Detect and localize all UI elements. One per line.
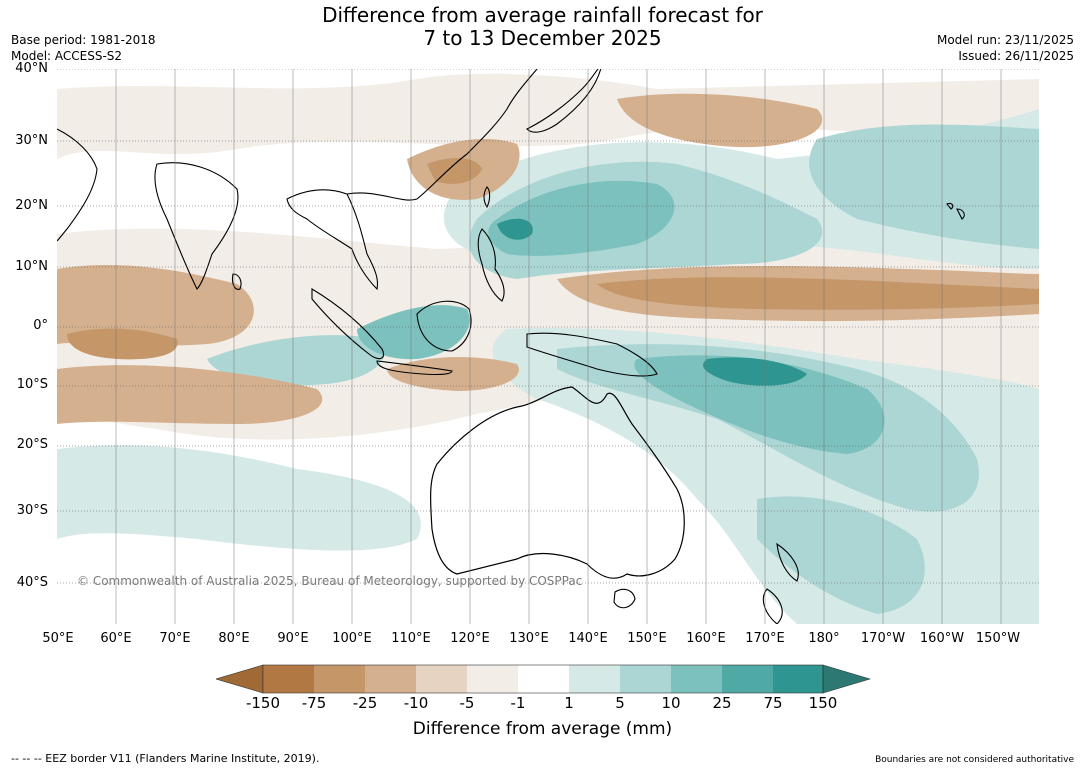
anomaly-region-max-wet-2	[703, 357, 807, 386]
colorbar-segment-8	[620, 665, 671, 693]
colorbar-tick-label: -1	[510, 694, 526, 712]
lon-label-60e: 60°E	[100, 631, 132, 646]
anomaly-region-dry-indian-ocean	[57, 264, 254, 346]
anomaly-region-strong-wet-philippine-sea	[488, 180, 675, 256]
anomaly-region-strong-dry-indian	[67, 328, 178, 360]
lat-label-30s: 30°S	[16, 503, 48, 518]
meridian-lines	[115, 69, 1002, 624]
lat-label-20s: 20°S	[16, 437, 48, 452]
lat-label-10s: 10°S	[16, 377, 48, 392]
anomaly-region-dry-north-pacific	[617, 93, 823, 148]
lon-label-140e: 140°E	[568, 631, 608, 646]
colorbar-segment-3	[365, 665, 416, 693]
anomaly-region-strong-wet-maritime	[357, 305, 470, 360]
anomaly-region-dry-java-sea	[387, 357, 519, 391]
colorbar-tick-label: 150	[808, 694, 838, 712]
colorbar-tick-label: 1	[564, 694, 574, 712]
china-coast	[346, 69, 538, 201]
sumatra-landmass	[311, 288, 385, 360]
tasmania-landmass	[613, 588, 636, 609]
hawaii-islands	[946, 202, 965, 220]
model-text: Model: ACCESS-S2	[11, 49, 123, 63]
anomaly-region-strong-wet-south-pacific	[634, 355, 885, 454]
lon-label-150e: 150°E	[627, 631, 667, 646]
lon-label-50e: 50°E	[42, 631, 74, 646]
lat-label-0: 0°	[33, 318, 48, 333]
base-period-text: Base period: 1981-2018	[11, 33, 156, 47]
colorbar-segment-6	[518, 665, 569, 693]
issued-text: Issued: 26/11/2025	[958, 49, 1074, 63]
map-svg	[57, 69, 1039, 624]
anomaly-region-wet-north-pacific	[809, 124, 1039, 249]
anomaly-region-wet-indian-ocean	[207, 335, 385, 386]
colorbar-tick-label: -5	[459, 694, 475, 712]
colorbar-tick-label: 5	[615, 694, 625, 712]
model-run-text: Model run: 23/11/2025	[936, 33, 1074, 47]
lon-label-90e: 90°E	[277, 631, 309, 646]
java-landmass	[376, 360, 453, 376]
anomaly-region-dry-south-indian	[57, 365, 323, 424]
lon-label-170w: 170°W	[860, 631, 906, 646]
lon-label-160e: 160°E	[686, 631, 726, 646]
colorbar-tick-label: 25	[712, 694, 732, 712]
anomaly-region-light-wet-southern-ocean	[57, 445, 421, 551]
colorbar-tick-label: -25	[352, 694, 378, 712]
colorbar-arrow-left	[216, 664, 264, 694]
meta-left: Base period: 1981-2018 Model: ACCESS-S2	[11, 32, 156, 64]
colorbar-arrow-right	[822, 664, 872, 694]
colorbar-tick-label: -75	[301, 694, 327, 712]
lon-label-70e: 70°E	[159, 631, 191, 646]
colorbar-segment-7	[569, 665, 620, 693]
lon-label-150w: 150°W	[975, 631, 1021, 646]
colorbar-tick-label: 10	[661, 694, 681, 712]
colorbar-title: Difference from average (mm)	[412, 719, 673, 739]
lon-label-80e: 80°E	[218, 631, 250, 646]
lat-label-20n: 20°N	[15, 198, 48, 213]
australia-landmass	[430, 386, 685, 579]
lon-label-170e: 170°E	[745, 631, 785, 646]
anomaly-region-max-wet-1	[497, 218, 533, 240]
colorbar-tick-label: 75	[763, 694, 783, 712]
map-title: Difference from average rainfall forecas…	[0, 4, 1085, 50]
colorbar-segment-10	[722, 665, 773, 693]
colorbar-segment-2	[314, 665, 365, 693]
title-line-2: 7 to 13 December 2025	[423, 26, 662, 50]
lon-label-180: 180°	[808, 631, 840, 646]
colorbar-segment-1	[263, 665, 314, 693]
sri-lanka-landmass	[231, 273, 242, 290]
colorbar	[216, 664, 872, 694]
colorbar-segment-9	[671, 665, 722, 693]
india-landmass	[154, 162, 239, 290]
arabia-coast	[57, 128, 98, 242]
rainfall-map	[57, 69, 1039, 624]
colorbar-segment-4	[416, 665, 467, 693]
lon-label-110e: 110°E	[391, 631, 431, 646]
lat-label-30n: 30°N	[15, 133, 48, 148]
philippines-landmass	[477, 228, 505, 302]
lat-label-40s: 40°S	[16, 575, 48, 590]
new-zealand-landmass	[762, 542, 799, 624]
colorbar-border	[262, 664, 824, 694]
lon-label-130e: 130°E	[509, 631, 549, 646]
meta-right: Model run: 23/11/2025 Issued: 26/11/2025	[937, 32, 1074, 64]
colorbar-tick-label: -10	[403, 694, 429, 712]
lon-label-100e: 100°E	[332, 631, 372, 646]
borneo-landmass	[416, 300, 472, 352]
anomaly-region-strong-dry-pacific	[597, 277, 1039, 310]
lon-label-120e: 120°E	[450, 631, 490, 646]
new-guinea-landmass	[526, 332, 658, 377]
lon-label-160w: 160°W	[919, 631, 965, 646]
taiwan-landmass	[483, 186, 491, 209]
lat-label-10n: 10°N	[15, 259, 48, 274]
lat-label-40n: 40°N	[15, 61, 48, 76]
title-line-1: Difference from average rainfall forecas…	[322, 3, 763, 27]
colorbar-tick-label: -150	[245, 694, 281, 712]
copyright-notice: © Commonwealth of Australia 2025, Bureau…	[77, 574, 583, 588]
colorbar-segment-5	[467, 665, 518, 693]
colorbar-segment-11	[773, 665, 823, 693]
boundaries-disclaimer: Boundaries are not considered authoritat…	[875, 755, 1074, 765]
eez-footnote: -- -- -- EEZ border V11 (Flanders Marine…	[11, 752, 320, 765]
japan-landmass	[526, 69, 602, 133]
